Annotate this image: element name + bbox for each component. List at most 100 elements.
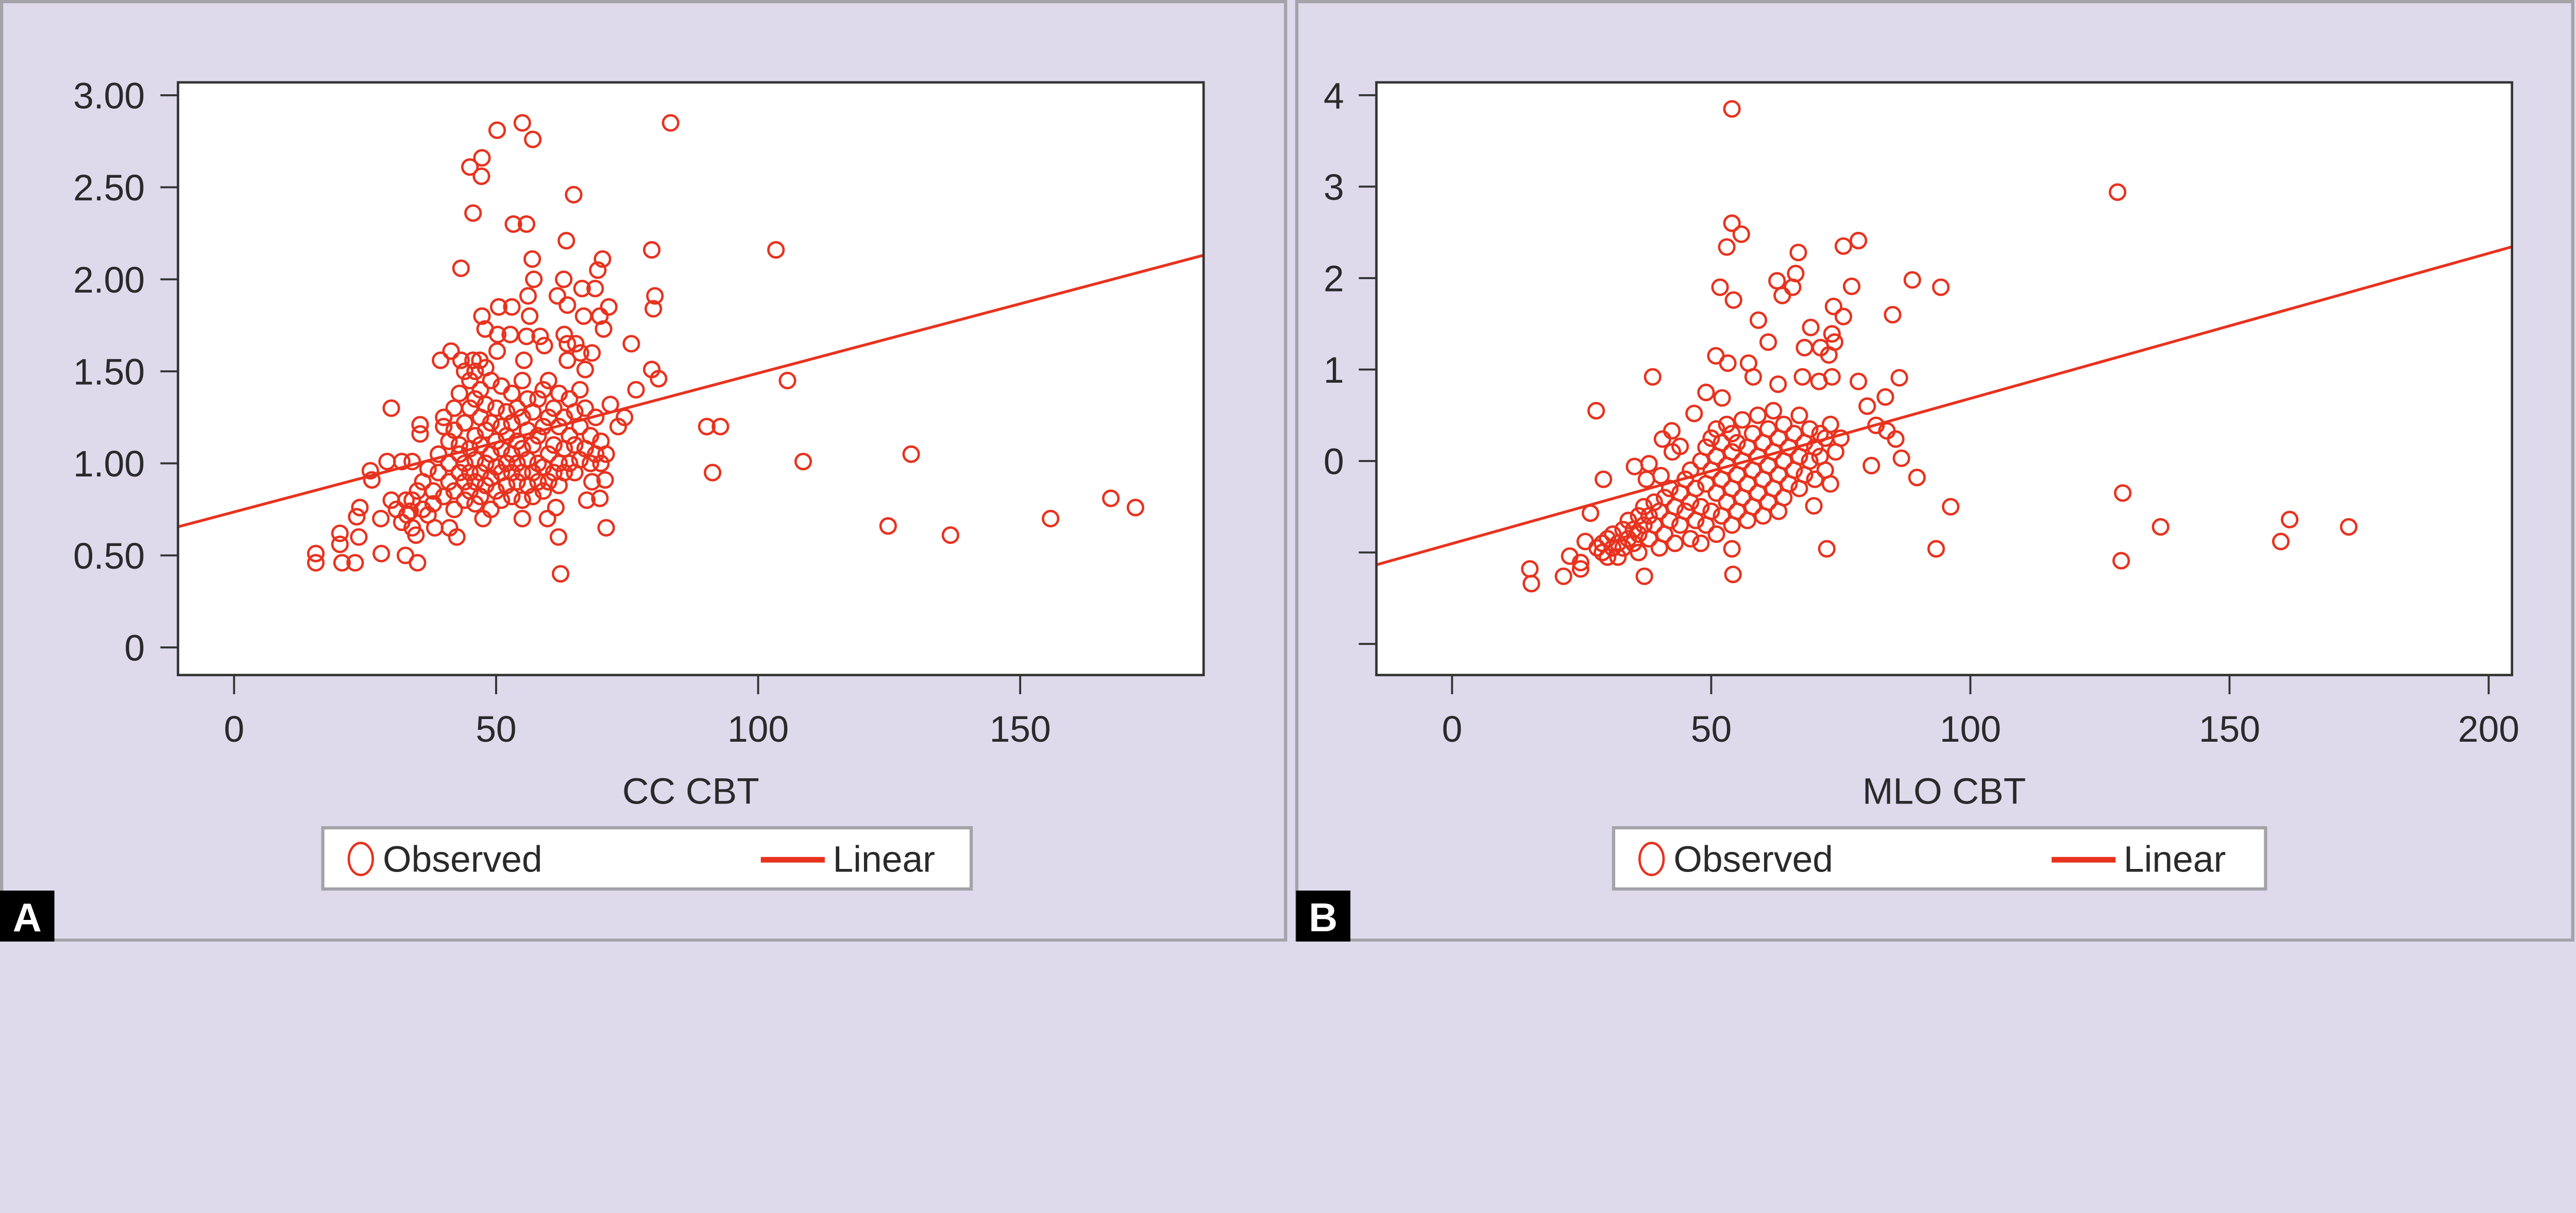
data-point [1723, 540, 1741, 558]
data-point [627, 381, 645, 399]
data-point [698, 418, 716, 436]
data-point [539, 371, 557, 389]
data-point [589, 261, 607, 279]
data-point [350, 528, 368, 546]
data-point [1599, 529, 1617, 548]
data-point [578, 491, 596, 509]
y-tick-label: 0.50 [73, 536, 145, 577]
data-point [1732, 225, 1750, 243]
legend: Observed Linear [321, 826, 973, 891]
data-point [493, 491, 511, 509]
data-point [477, 396, 495, 414]
data-point [1743, 424, 1762, 442]
data-point [2272, 533, 2290, 551]
regression-line [178, 253, 1204, 528]
data-point [331, 524, 349, 542]
data-point [1719, 354, 1737, 372]
data-point [1663, 422, 1681, 440]
data-point [442, 342, 460, 360]
data-point [549, 528, 568, 546]
data-point [455, 414, 473, 432]
x-tick-label: 200 [2458, 709, 2519, 750]
data-point [524, 464, 542, 482]
data-point [1702, 502, 1720, 520]
data-point [1862, 456, 1880, 475]
legend-linear-label: Linear [2124, 839, 2226, 880]
data-point [1887, 430, 1905, 448]
data-point [1759, 420, 1777, 438]
data-point [1102, 489, 1120, 507]
data-point [414, 500, 432, 519]
data-point [461, 399, 479, 417]
data-point [1802, 318, 1820, 336]
data-point [555, 464, 573, 482]
data-point [1619, 511, 1637, 529]
data-point [583, 344, 601, 362]
data-point [411, 425, 429, 443]
y-tick-label: 1.50 [73, 352, 145, 393]
data-point [489, 298, 508, 316]
data-point [2109, 183, 2127, 201]
data-point [477, 454, 495, 472]
plot-area [178, 82, 1204, 675]
data-point [609, 418, 628, 436]
data-point [382, 491, 400, 509]
data-point [600, 298, 618, 316]
data-point [466, 362, 484, 381]
x-tick-label: 100 [1940, 709, 2001, 750]
data-point [482, 371, 500, 389]
data-point [1942, 498, 1960, 516]
data-point [545, 436, 563, 454]
data-point [1823, 325, 1841, 343]
y-tick-label: 0 [124, 628, 145, 669]
data-point [450, 384, 468, 402]
data-point [524, 130, 542, 148]
legend-observed-label: Observed [1673, 839, 1833, 880]
data-point [1834, 307, 1853, 326]
data-point [331, 535, 349, 553]
data-point [591, 489, 609, 507]
data-point [1126, 499, 1145, 517]
data-point [1663, 443, 1682, 461]
y-tick-label: 2.00 [73, 260, 145, 301]
y-tick-label: 4 [1324, 75, 1344, 116]
data-point [1765, 402, 1783, 420]
legend-observed-marker-icon [1638, 842, 1665, 877]
data-point [503, 414, 521, 432]
regression-line [1376, 245, 2512, 567]
data-point [879, 517, 897, 535]
x-tick-label: 50 [1691, 709, 1732, 750]
data-point [1587, 402, 1605, 420]
data-point [487, 399, 505, 417]
data-point [1728, 434, 1746, 452]
data-point [1723, 100, 1741, 118]
legend-observed-marker-icon [347, 842, 374, 877]
data-point [372, 544, 391, 562]
data-point [1724, 291, 1742, 309]
data-point [409, 482, 427, 500]
data-point [519, 287, 537, 305]
data-point [592, 432, 610, 450]
data-point [435, 487, 453, 506]
data-point [503, 464, 521, 482]
data-point [1660, 480, 1679, 498]
x-tick-label: 0 [1442, 709, 1463, 750]
data-point [1821, 415, 1839, 434]
data-point [1806, 470, 1824, 488]
data-point [1666, 534, 1684, 552]
data-point [645, 300, 663, 318]
data-point [455, 362, 473, 381]
panel-b-border [1295, 0, 2574, 942]
data-point [535, 336, 553, 355]
data-point [902, 445, 920, 463]
data-point [409, 554, 427, 572]
data-point [513, 439, 531, 458]
y-tick-label: 1.00 [73, 443, 145, 485]
data-point [471, 487, 489, 506]
data-point [662, 114, 680, 132]
data-point [581, 454, 600, 472]
data-point [1692, 498, 1710, 516]
data-point [596, 471, 614, 489]
data-point [1890, 369, 1908, 387]
data-point [1619, 529, 1637, 548]
